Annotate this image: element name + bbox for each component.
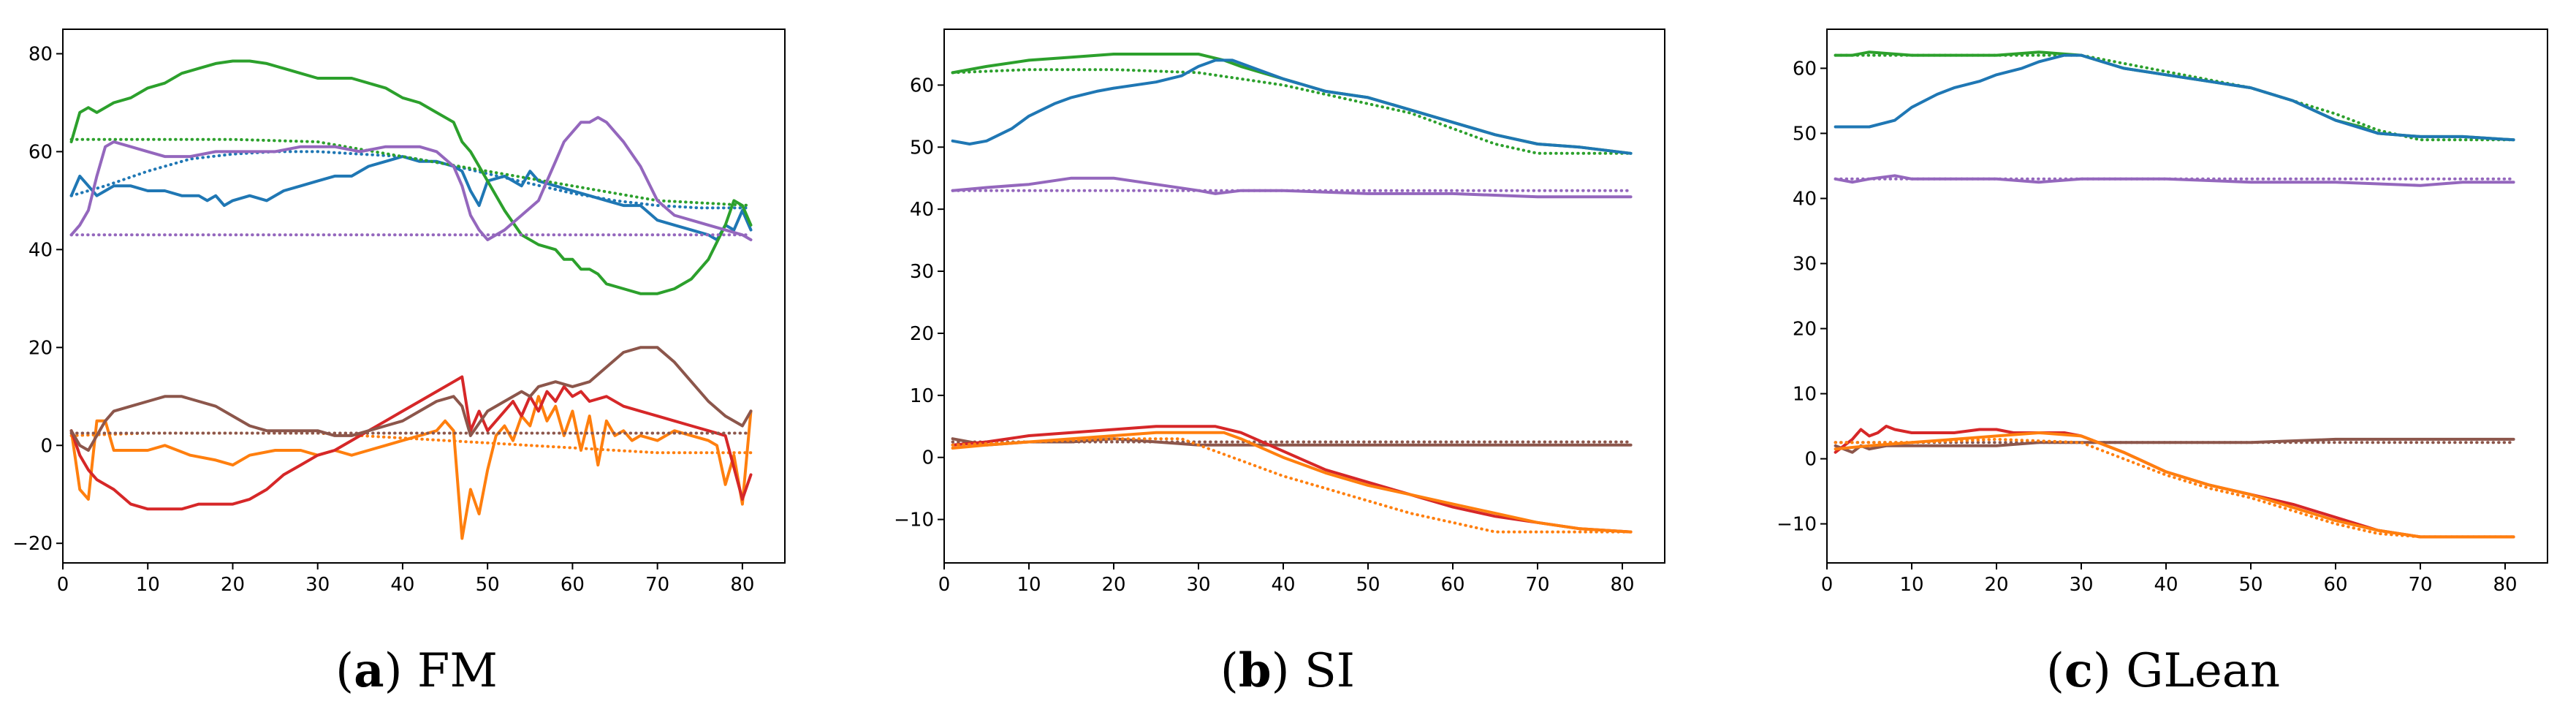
- y-tick-label: 60: [910, 75, 934, 96]
- x-tick-label: 60: [1440, 574, 1464, 596]
- plot-frame: [62, 29, 786, 564]
- caption-c: (c) GLean: [2045, 643, 2281, 698]
- series-line-purple: [1834, 174, 2515, 187]
- series-line-brown: [69, 346, 753, 452]
- y-tick-label: 20: [1793, 319, 1817, 341]
- chart-b: 0 10 20 30 40 50 60 70 80 −10 0 10 20 30 40 50 60: [894, 29, 1665, 596]
- series-line-green-dot: [951, 68, 1633, 155]
- x-tick-label: 10: [1899, 574, 1923, 596]
- y-tick-label: 10: [910, 385, 934, 407]
- y-tick-label: 80: [29, 43, 53, 65]
- y-tick-label: 40: [1793, 188, 1817, 210]
- series-group-a: [69, 59, 753, 540]
- series-line-red: [951, 425, 1633, 534]
- series-line-red: [69, 375, 753, 511]
- y-tick-label: 20: [910, 323, 934, 345]
- series-line-orange: [1834, 431, 2515, 539]
- y-tick-label: 60: [1793, 58, 1817, 80]
- series-line-blue: [1834, 53, 2515, 142]
- x-tick-label: 40: [390, 574, 414, 596]
- y-tick-label: 30: [910, 261, 934, 283]
- x-tick-label: 80: [1610, 574, 1634, 596]
- x-tick-label: 50: [476, 574, 500, 596]
- series-line-blue: [69, 155, 753, 241]
- x-tick-label: 30: [1186, 574, 1210, 596]
- y-tick-label: 50: [910, 137, 934, 159]
- y-tick-label: −10: [894, 510, 934, 531]
- series-line-green-dot: [1834, 53, 2515, 142]
- x-tick-label: 70: [2408, 574, 2432, 596]
- series-line-blue-dot: [69, 150, 753, 210]
- series-group-c: [1834, 50, 2515, 539]
- x-tick-label: 30: [2069, 574, 2093, 596]
- series-line-orange-dot: [1834, 437, 2515, 539]
- x-tick-label: 10: [1017, 574, 1041, 596]
- series-line-orange: [69, 395, 753, 540]
- y-tick-label: 50: [1793, 123, 1817, 145]
- y-tick-label: 10: [1793, 384, 1817, 406]
- x-tick-label: 40: [2154, 574, 2178, 596]
- series-line-red: [1834, 425, 2515, 539]
- x-tick-label: 80: [730, 574, 754, 596]
- x-tick-label: 50: [2238, 574, 2262, 596]
- plot-frame: [943, 29, 1665, 564]
- caption-b: (b) SI: [1220, 643, 1356, 698]
- x-tick-label: 60: [2323, 574, 2347, 596]
- y-tick-label: 20: [29, 337, 53, 359]
- caption-a: (a) FM: [335, 643, 498, 698]
- series-line-orange-dot: [951, 437, 1633, 534]
- series-line-green: [1834, 50, 2515, 142]
- x-tick-label: 20: [221, 574, 245, 596]
- y-tick-label: 40: [29, 239, 53, 261]
- x-tick-label: 60: [561, 574, 585, 596]
- x-tick-label: 50: [1356, 574, 1380, 596]
- x-tick-label: 70: [645, 574, 669, 596]
- x-tick-label: 10: [136, 574, 160, 596]
- series-line-purple: [69, 116, 753, 241]
- x-tick-label: 0: [1821, 574, 1834, 596]
- y-tick-label: 0: [922, 447, 934, 469]
- y-tick-label: 0: [1804, 449, 1817, 471]
- series-line-green-dot: [69, 137, 753, 208]
- x-tick-label: 40: [1271, 574, 1295, 596]
- y-tick-label: −20: [12, 533, 53, 555]
- y-tick-label: 40: [910, 199, 934, 221]
- chart-c: 0 10 20 30 40 50 60 70 80 −10 0 10 20 30 40 50 60: [1777, 29, 2548, 596]
- x-tick-label: 70: [1525, 574, 1549, 596]
- y-tick-label: 60: [29, 141, 53, 163]
- x-tick-label: 20: [1984, 574, 2008, 596]
- y-tick-label: −10: [1777, 514, 1817, 536]
- x-tick-label: 0: [938, 574, 951, 596]
- x-tick-label: 30: [305, 574, 330, 596]
- x-tick-label: 20: [1101, 574, 1125, 596]
- plot-frame: [1826, 29, 2548, 564]
- y-tick-label: 0: [40, 435, 53, 457]
- series-line-green: [69, 59, 753, 295]
- y-tick-label: 30: [1793, 253, 1817, 275]
- series-line-purple: [951, 176, 1633, 199]
- x-tick-label: 0: [57, 574, 69, 596]
- series-group-b: [951, 53, 1633, 534]
- x-tick-label: 80: [2493, 574, 2517, 596]
- series-line-orange: [951, 431, 1633, 534]
- series-line-blue: [951, 58, 1633, 155]
